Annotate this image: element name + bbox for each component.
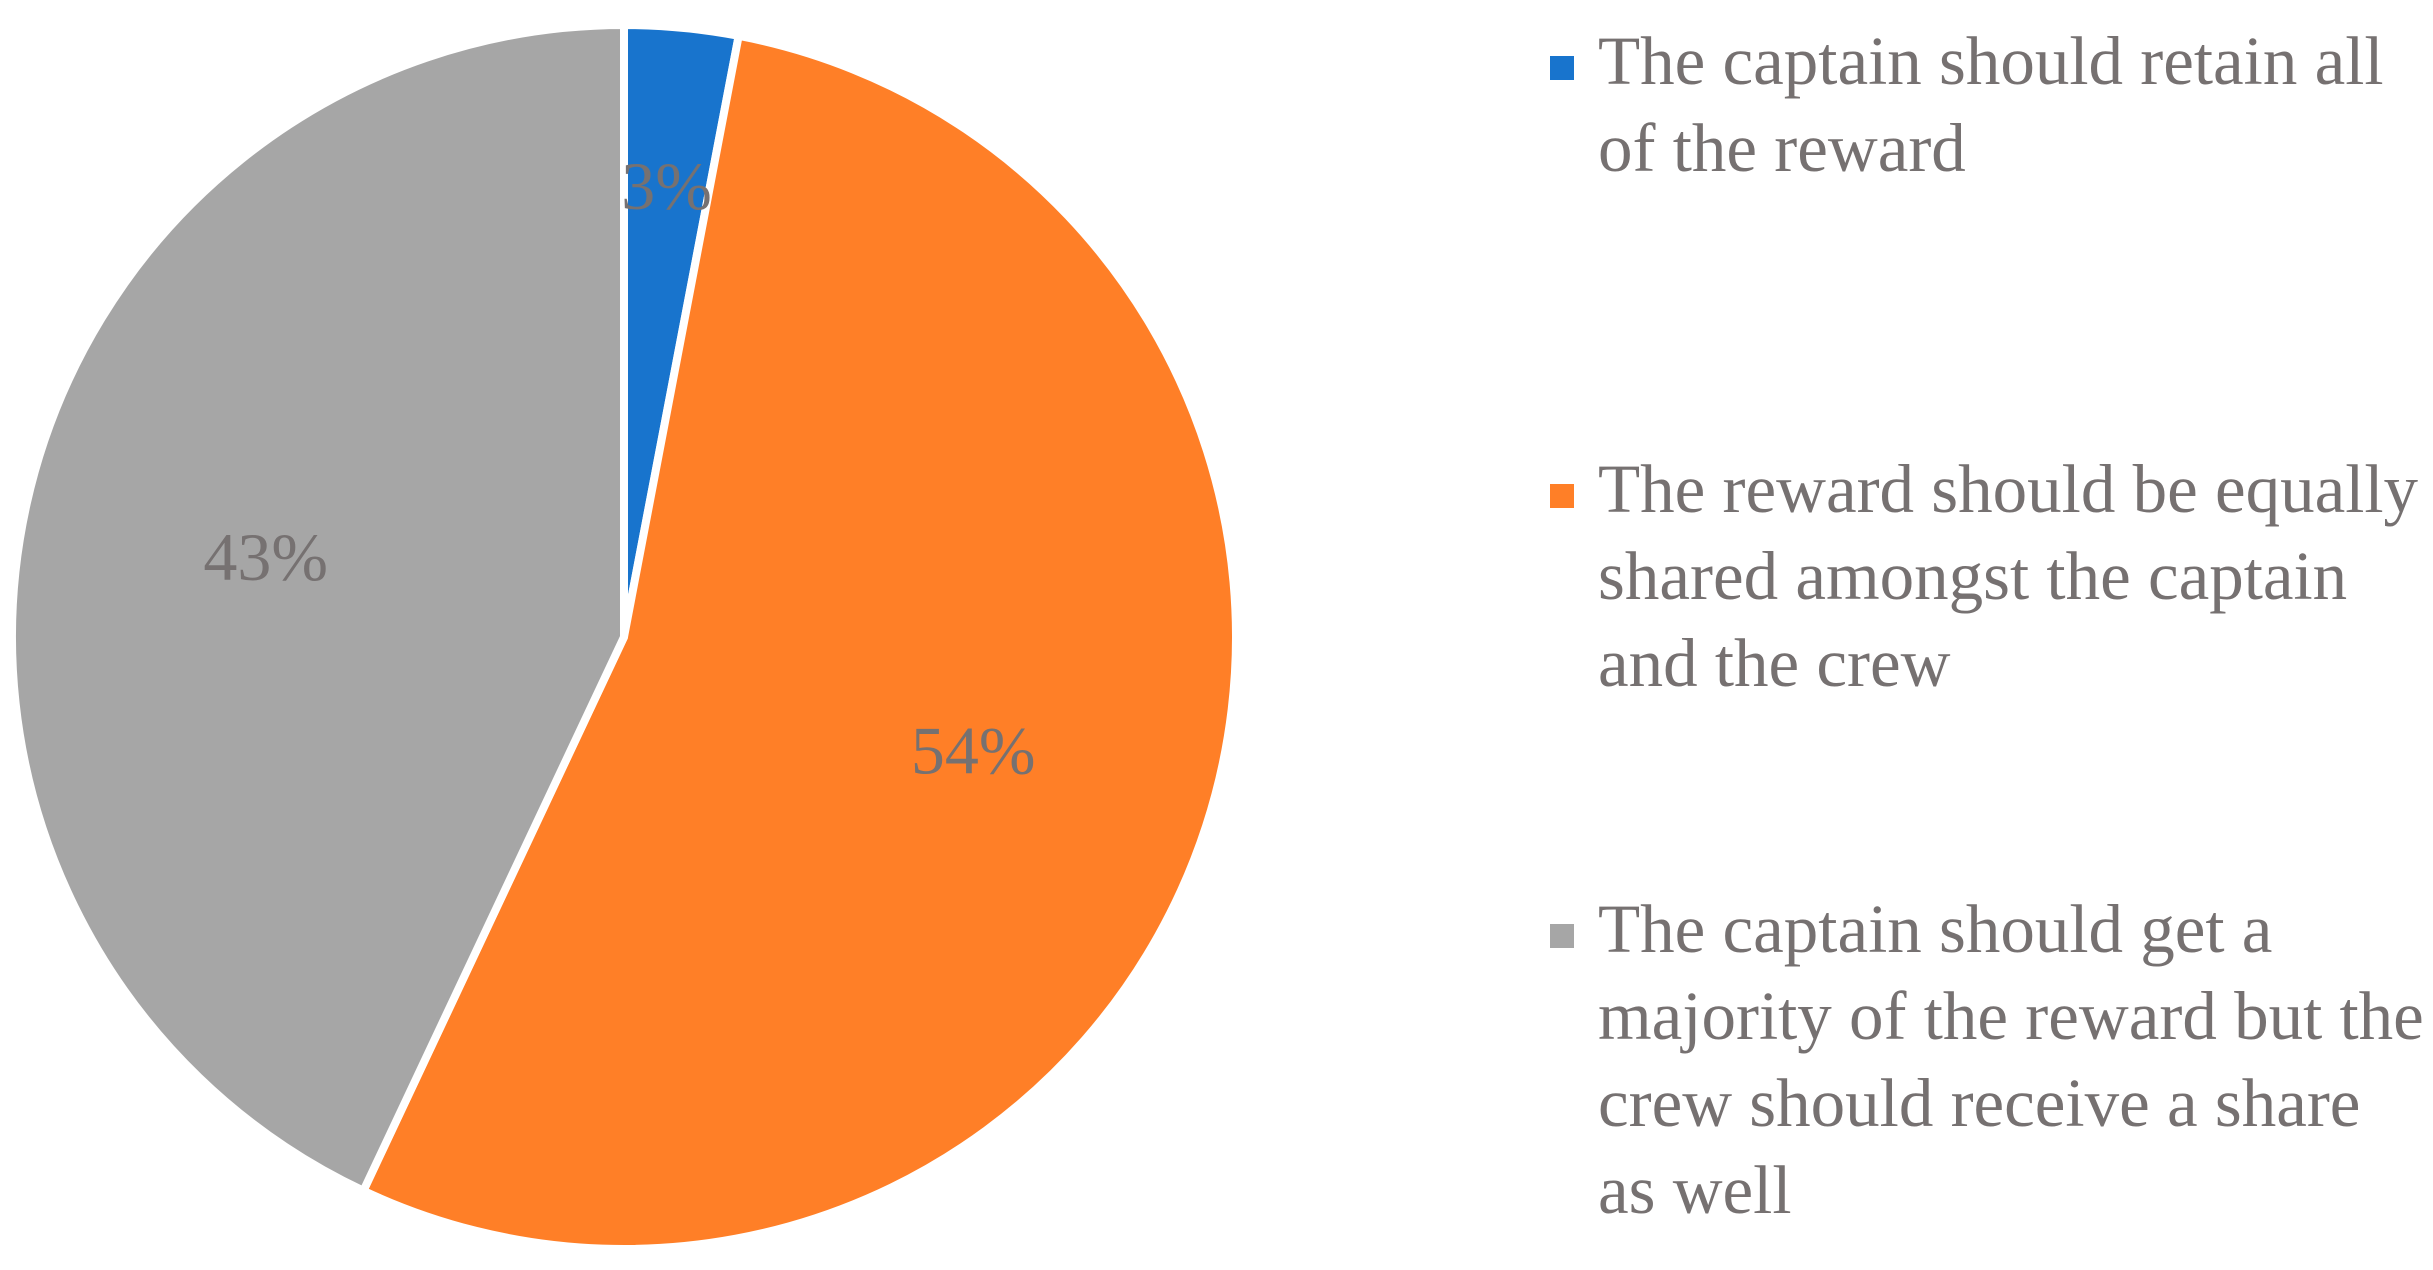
- legend-label-3: The captain should get a majority of the…: [1598, 891, 2424, 1228]
- legend-swatch-3: [1550, 924, 1574, 948]
- legend-swatch-2: [1550, 484, 1574, 508]
- pie-slice-2: [359, 31, 1241, 1253]
- legend: The captain should retain all of the rew…: [1550, 0, 2430, 1270]
- pie-data-label-2: 54%: [911, 712, 1036, 788]
- pie-data-labels: 3% 54% 43%: [203, 148, 1035, 788]
- pie-data-label-3: 43%: [203, 519, 328, 595]
- legend-label-1: The captain should retain all of the rew…: [1598, 23, 2384, 186]
- pie-slices: [8, 21, 1241, 1253]
- pie-slice-3: [8, 21, 628, 1195]
- pie-data-label-1: 3%: [621, 148, 712, 224]
- legend-swatch-1: [1550, 56, 1574, 80]
- pie-plot-area: 3% 54% 43%: [8, 21, 1241, 1253]
- legend-label-2: The reward should be equally shared amon…: [1598, 451, 2419, 701]
